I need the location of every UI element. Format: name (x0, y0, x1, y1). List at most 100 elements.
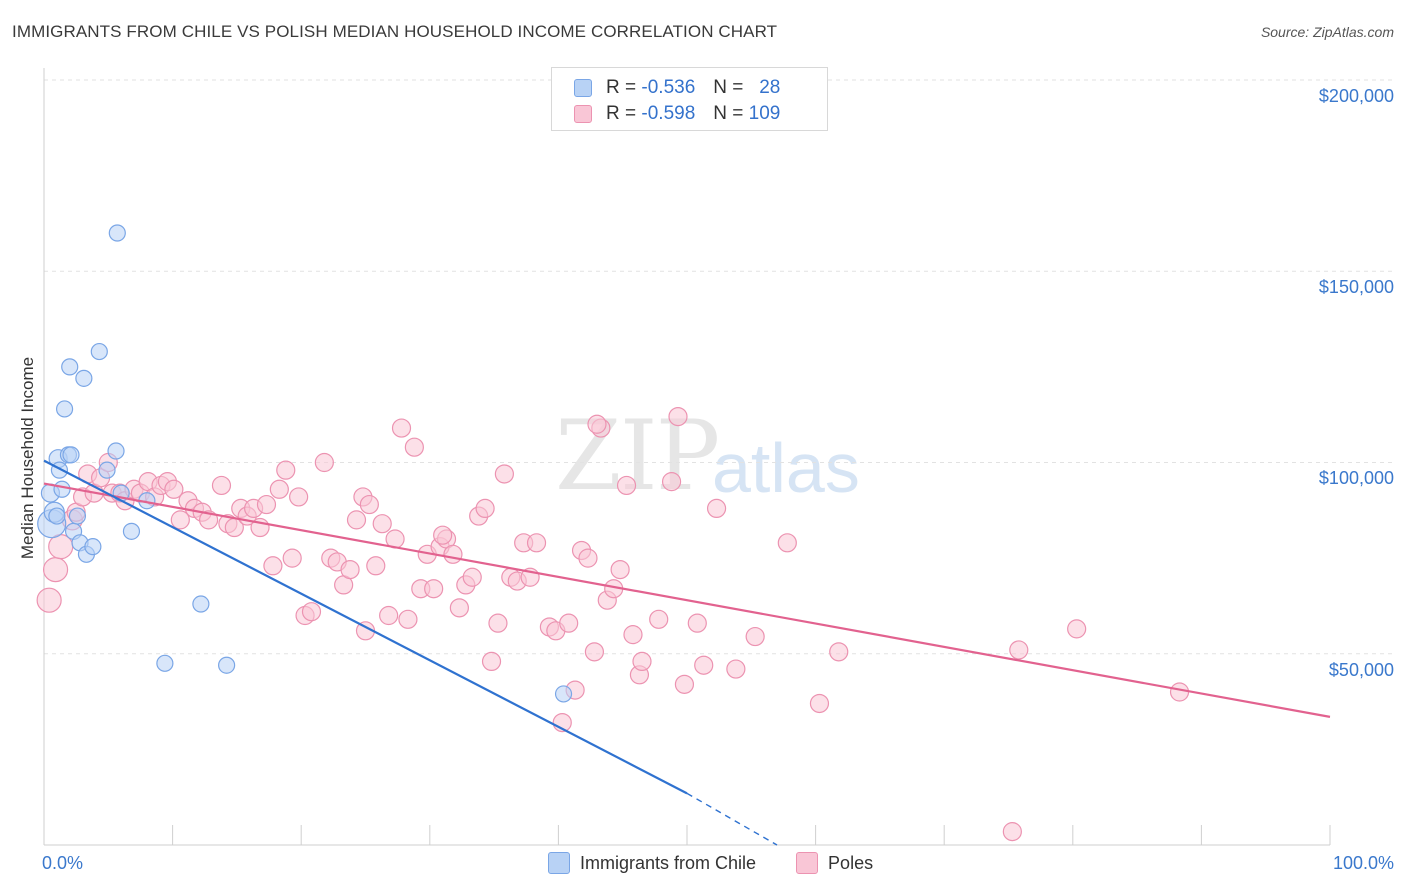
y-tick-label: $50,000 (1328, 660, 1394, 680)
watermark-atlas: atlas (712, 429, 860, 507)
data-point (379, 605, 399, 626)
data-point (694, 655, 714, 675)
series-legend: Immigrants from Chile Poles (548, 852, 913, 874)
data-point (610, 559, 630, 580)
data-point (443, 544, 463, 564)
data-point (1169, 682, 1190, 702)
legend-item-poles: Poles (796, 852, 873, 874)
data-point (301, 602, 322, 622)
data-point (269, 479, 289, 499)
data-point (488, 613, 508, 633)
data-point (587, 414, 607, 434)
data-point (578, 548, 598, 568)
watermark-zip: ZIP (555, 400, 720, 512)
n-label: N = (713, 103, 744, 124)
correlation-legend: R = -0.536 N = 28 R = -0.598 N = 109 (551, 67, 828, 131)
y-tick-label: $100,000 (1318, 468, 1394, 488)
data-point (433, 525, 453, 545)
data-point (218, 656, 236, 674)
data-point (48, 507, 66, 525)
data-point (668, 407, 688, 427)
data-point (276, 460, 296, 480)
poles-trend-line (43, 482, 1331, 718)
data-point (1067, 619, 1087, 639)
chile-trend-extension (686, 792, 778, 846)
data-point (340, 559, 360, 580)
data-point (584, 642, 605, 662)
data-point (211, 475, 232, 496)
y-axis-label: Median Household Income (18, 356, 37, 560)
legend-row-chile: R = -0.536 N = 28 (574, 76, 780, 100)
data-point (61, 358, 79, 376)
data-point (554, 685, 573, 703)
data-point (289, 487, 309, 507)
data-point (98, 461, 116, 479)
data-point (122, 522, 141, 540)
data-point (462, 567, 482, 587)
r-value-chile: -0.536 (641, 77, 696, 98)
legend-label-poles: Poles (828, 852, 874, 873)
data-point (404, 437, 424, 457)
data-point (156, 654, 174, 672)
x-tick-label-min: 0.0% (42, 853, 84, 873)
data-point (777, 533, 797, 553)
data-point (42, 556, 69, 583)
data-point (263, 556, 283, 576)
data-point (661, 472, 682, 492)
data-point (632, 651, 652, 672)
data-point (1002, 822, 1022, 842)
data-point (494, 464, 514, 484)
chart-title: IMMIGRANTS FROM CHILE VS POLISH MEDIAN H… (12, 22, 778, 41)
data-point (199, 510, 219, 530)
data-point (372, 514, 392, 534)
source-credit: Source: ZipAtlas.com (1260, 24, 1394, 40)
data-point (68, 507, 87, 525)
poles-swatch (796, 852, 819, 874)
data-point (84, 538, 102, 556)
data-point (108, 224, 126, 242)
r-label: R = (606, 103, 637, 124)
data-point (62, 446, 80, 464)
data-point (475, 498, 495, 518)
n-value-chile: 28 (759, 77, 781, 98)
data-point (53, 480, 71, 498)
data-point (391, 418, 412, 438)
data-point (90, 342, 108, 361)
trend-lines (43, 459, 1331, 846)
data-point (623, 625, 643, 645)
data-point (706, 498, 727, 518)
x-tick-label-max: 100.0% (1332, 853, 1394, 873)
legend-item-chile: Immigrants from Chile (548, 852, 756, 874)
data-point (809, 693, 830, 714)
data-point (192, 595, 210, 613)
chile-swatch (574, 79, 592, 97)
axes (43, 68, 1331, 846)
data-point (398, 609, 418, 629)
legend-row-poles: R = -0.598 N = 109 (574, 102, 780, 126)
data-point (1009, 640, 1029, 660)
data-point (107, 442, 125, 460)
data-point (481, 651, 502, 672)
data-point (346, 510, 367, 530)
data-point (649, 609, 669, 629)
data-point (526, 533, 547, 553)
data-point (674, 674, 695, 694)
n-value-poles: 109 (748, 103, 781, 124)
data-point (75, 369, 93, 387)
y-tick-label: $200,000 (1318, 86, 1394, 106)
legend-label-chile: Immigrants from Chile (580, 852, 757, 873)
y-tick-label: $150,000 (1318, 277, 1394, 297)
data-point (55, 400, 74, 418)
data-point (282, 548, 302, 568)
gridlines (44, 79, 1395, 655)
data-point (170, 510, 190, 530)
data-point (616, 475, 637, 496)
data-point (36, 587, 62, 613)
chile-swatch (548, 852, 570, 874)
data-point (559, 613, 579, 633)
data-point (164, 479, 184, 499)
data-point (424, 579, 444, 599)
data-point (366, 556, 386, 576)
data-point (726, 659, 746, 679)
